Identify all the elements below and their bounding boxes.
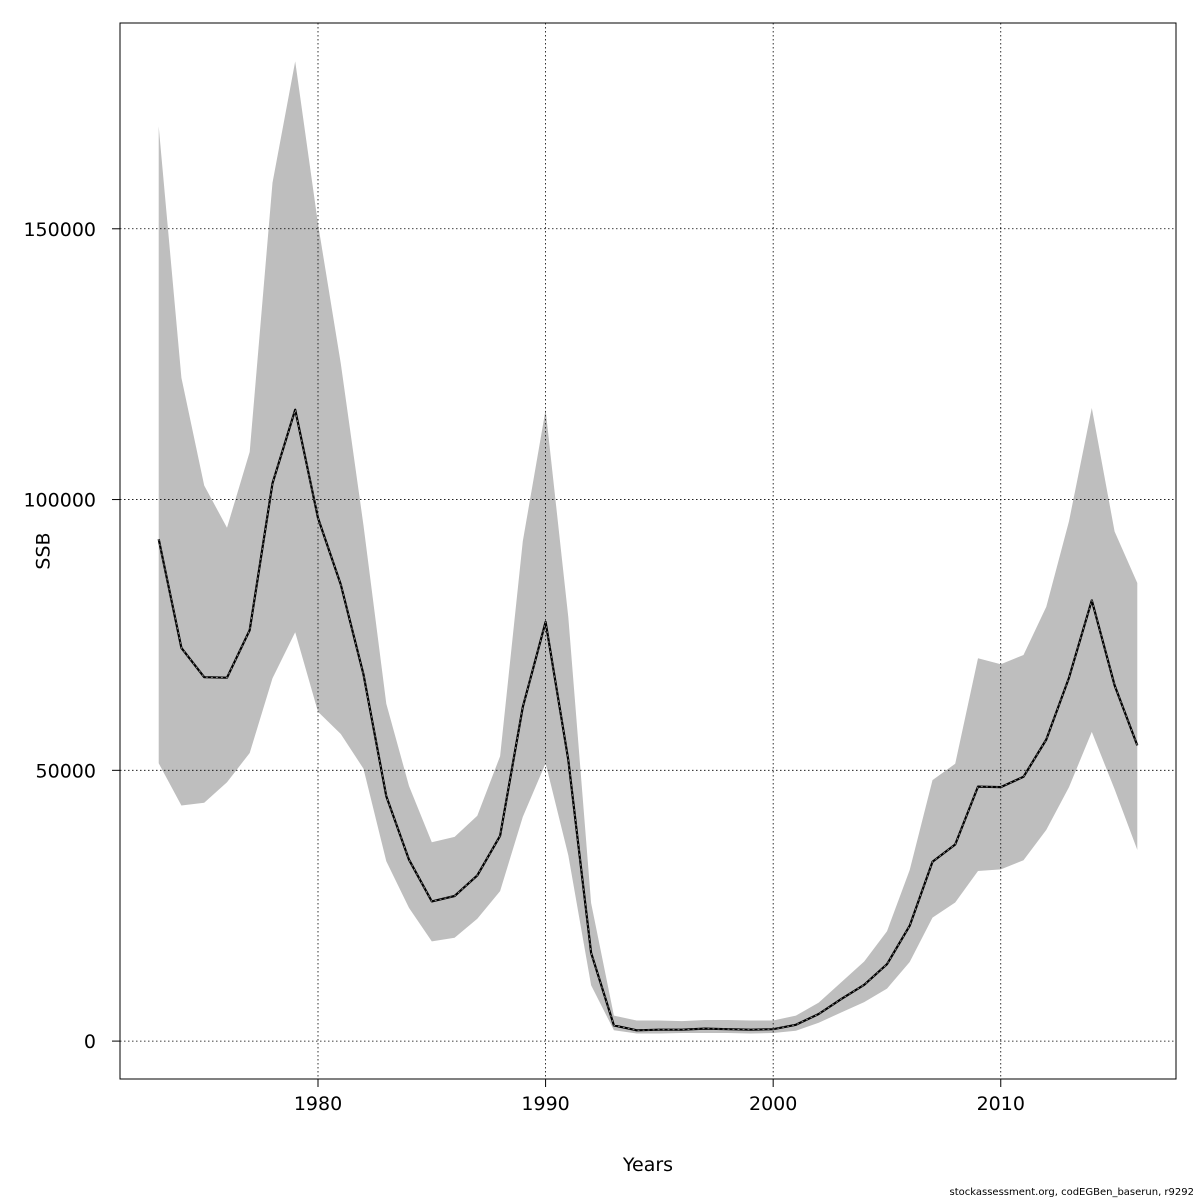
y-tick-label-0: 0 bbox=[84, 1031, 96, 1053]
ssb-line-layer bbox=[157, 408, 1139, 1032]
y-axis-title: SSB bbox=[33, 532, 55, 569]
confidence-band bbox=[158, 61, 1138, 1034]
y-tick-label-150000: 150000 bbox=[23, 219, 96, 241]
y-tick-label-50000: 50000 bbox=[36, 760, 96, 782]
x-tick-label-1980: 1980 bbox=[294, 1093, 342, 1115]
footer-note: stockassessment.org, codEGBen_baserun, r… bbox=[949, 1187, 1195, 1198]
y-tick-label-100000: 100000 bbox=[23, 490, 96, 512]
x-tick-label-2000: 2000 bbox=[749, 1093, 797, 1115]
grid-layer bbox=[120, 23, 1176, 1079]
ssb-line-dots bbox=[158, 408, 1138, 1031]
x-tick-label-1990: 1990 bbox=[521, 1093, 569, 1115]
plot-frame bbox=[119, 22, 1177, 1080]
axis-layer: 1980 1990 2000 2010 0 50000 100000 150000 bbox=[23, 219, 1024, 1115]
x-axis-title: Years bbox=[622, 1154, 673, 1176]
confidence-band-layer bbox=[158, 61, 1138, 1034]
x-tick-label-2010: 2010 bbox=[977, 1093, 1025, 1115]
